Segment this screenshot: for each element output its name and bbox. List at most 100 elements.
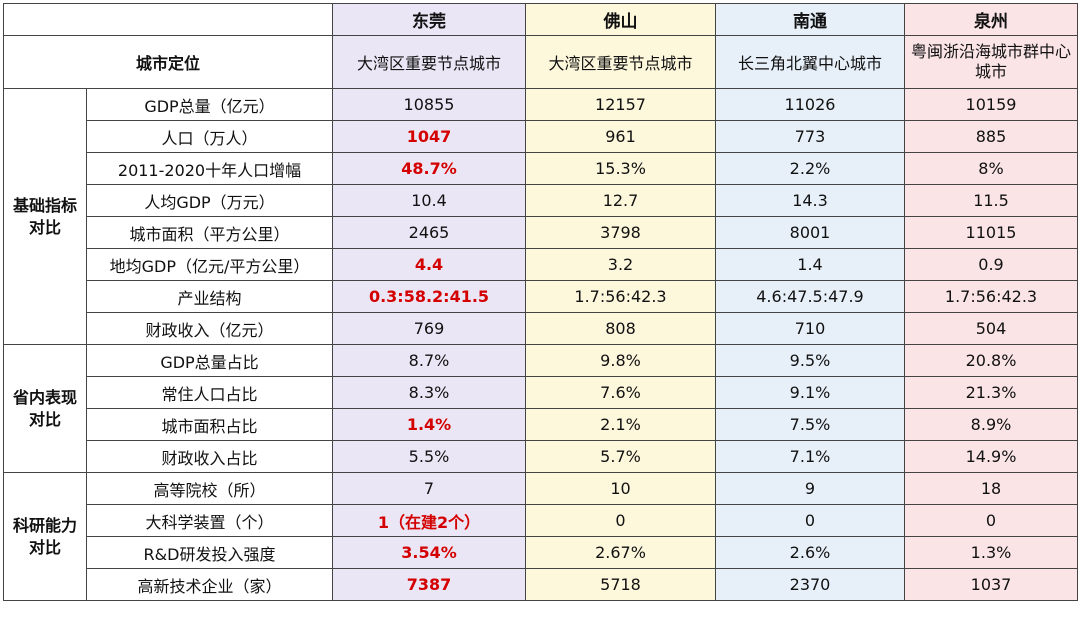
value-cell-dongguan: 0.3:58.2:41.5 (332, 280, 526, 313)
value-cell-foshan: 15.3% (525, 152, 716, 185)
value-cell-quanzhou: 20.8% (904, 344, 1078, 377)
value-cell-quanzhou: 14.9% (904, 440, 1078, 473)
value-cell-quanzhou: 11.5 (904, 184, 1078, 217)
header-blank-cell (3, 3, 333, 36)
value-cell-nantong: 14.3 (715, 184, 905, 217)
value-cell-dongguan: 2465 (332, 216, 526, 249)
city-header-foshan: 佛山 (525, 3, 716, 36)
positioning-row: 城市定位 大湾区重要节点城市 大湾区重要节点城市 长三角北翼中心城市 粤闽浙沿海… (3, 35, 1078, 89)
table-row: 大科学装置（个） 1（在建2个） 0 0 0 (4, 504, 1078, 537)
city-header-dongguan: 东莞 (332, 3, 526, 36)
metric-label: 城市面积占比 (86, 408, 333, 441)
value-cell-dongguan: 769 (332, 312, 526, 345)
value-cell-nantong: 8001 (715, 216, 905, 249)
city-header-quanzhou: 泉州 (904, 3, 1078, 36)
metric-label: 高等院校（所） (86, 472, 333, 505)
value-cell-foshan: 961 (525, 120, 716, 153)
group-research-capability: 科研能力对比 (3, 472, 87, 601)
value-cell-foshan: 10 (525, 472, 716, 505)
positioning-value-foshan: 大湾区重要节点城市 (525, 35, 716, 89)
table-row: 产业结构 0.3:58.2:41.5 1.7:56:42.3 4.6:47.5:47.… (4, 280, 1078, 313)
value-cell-dongguan: 7387 (332, 568, 526, 601)
table-row: 高新技术企业（家） 7387 5718 2370 1037 (4, 568, 1078, 601)
metric-label: 城市面积（平方公里） (86, 216, 333, 249)
table-row: 科研能力对比 高等院校（所） 7 10 9 18 (3, 472, 1078, 601)
metric-label: 大科学装置（个） (86, 504, 333, 537)
value-cell-nantong: 773 (715, 120, 905, 153)
value-cell-foshan: 7.6% (525, 376, 716, 409)
metric-label: 产业结构 (86, 280, 333, 313)
metric-label: GDP总量占比 (86, 344, 333, 377)
city-header-nantong: 南通 (715, 3, 905, 36)
value-cell-quanzhou: 11015 (904, 216, 1078, 249)
value-cell-nantong: 11026 (715, 88, 905, 121)
table-row: 财政收入占比 5.5% 5.7% 7.1% 14.9% (4, 440, 1078, 473)
value-cell-quanzhou: 0 (904, 504, 1078, 537)
value-cell-nantong: 7.5% (715, 408, 905, 441)
metric-label: 高新技术企业（家） (86, 568, 333, 601)
value-cell-nantong: 9 (715, 472, 905, 505)
value-cell-nantong: 9.5% (715, 344, 905, 377)
table-row: 地均GDP（亿元/平方公里） 4.4 3.2 1.4 0.9 (4, 248, 1078, 281)
metric-label: GDP总量（亿元） (86, 88, 333, 121)
table-row: 城市面积（平方公里） 2465 3798 8001 11015 (4, 216, 1078, 249)
value-cell-foshan: 12157 (525, 88, 716, 121)
value-cell-nantong: 710 (715, 312, 905, 345)
value-cell-dongguan: 48.7% (332, 152, 526, 185)
value-cell-dongguan: 7 (332, 472, 526, 505)
value-cell-foshan: 9.8% (525, 344, 716, 377)
positioning-value-nantong: 长三角北翼中心城市 (715, 35, 905, 89)
metric-label: 2011-2020十年人口增幅 (86, 152, 333, 185)
positioning-label: 城市定位 (3, 35, 333, 89)
value-cell-quanzhou: 504 (904, 312, 1078, 345)
value-cell-dongguan: 5.5% (332, 440, 526, 473)
positioning-value-quanzhou: 粤闽浙沿海城市群中心城市 (904, 35, 1078, 89)
metric-label: 常住人口占比 (86, 376, 333, 409)
value-cell-quanzhou: 1037 (904, 568, 1078, 601)
table-row: 人均GDP（万元） 10.4 12.7 14.3 11.5 (4, 184, 1078, 217)
table-row: 常住人口占比 8.3% 7.6% 9.1% 21.3% (4, 376, 1078, 409)
city-comparison-table: 东莞 佛山 南通 泉州 城市定位 大湾区重要节点城市 大湾区重要节点城市 长三角… (3, 3, 1078, 601)
value-cell-quanzhou: 1.3% (904, 536, 1078, 569)
value-cell-dongguan: 4.4 (332, 248, 526, 281)
table-row: 财政收入（亿元） 769 808 710 504 (4, 312, 1078, 345)
value-cell-foshan: 3.2 (525, 248, 716, 281)
value-cell-foshan: 0 (525, 504, 716, 537)
metric-label: 财政收入（亿元） (86, 312, 333, 345)
value-cell-quanzhou: 10159 (904, 88, 1078, 121)
value-cell-foshan: 5718 (525, 568, 716, 601)
metric-label: 地均GDP（亿元/平方公里） (86, 248, 333, 281)
value-cell-foshan: 808 (525, 312, 716, 345)
table-row: 城市面积占比 1.4% 2.1% 7.5% 8.9% (4, 408, 1078, 441)
table-row: R&D研发投入强度 3.54% 2.67% 2.6% 1.3% (4, 536, 1078, 569)
value-cell-foshan: 2.1% (525, 408, 716, 441)
value-cell-nantong: 2370 (715, 568, 905, 601)
value-cell-foshan: 2.67% (525, 536, 716, 569)
value-cell-foshan: 5.7% (525, 440, 716, 473)
metric-label: R&D研发投入强度 (86, 536, 333, 569)
metric-label: 人口（万人） (86, 120, 333, 153)
value-cell-nantong: 1.4 (715, 248, 905, 281)
value-cell-nantong: 4.6:47.5:47.9 (715, 280, 905, 313)
table-row: 基础指标对比 GDP总量（亿元） 10855 12157 11026 10159 (3, 88, 1078, 345)
table-row: 省内表现对比 GDP总量占比 8.7% 9.8% 9.5% 20.8% (3, 344, 1078, 473)
value-cell-quanzhou: 18 (904, 472, 1078, 505)
group-provincial-performance: 省内表现对比 (3, 344, 87, 473)
group-basic-indicators: 基础指标对比 (3, 88, 87, 345)
value-cell-quanzhou: 21.3% (904, 376, 1078, 409)
value-cell-nantong: 9.1% (715, 376, 905, 409)
value-cell-nantong: 0 (715, 504, 905, 537)
value-cell-foshan: 3798 (525, 216, 716, 249)
table-row: 2011-2020十年人口增幅 48.7% 15.3% 2.2% 8% (4, 152, 1078, 185)
value-cell-quanzhou: 1.7:56:42.3 (904, 280, 1078, 313)
positioning-value-dongguan: 大湾区重要节点城市 (332, 35, 526, 89)
value-cell-dongguan: 1047 (332, 120, 526, 153)
value-cell-dongguan: 8.7% (332, 344, 526, 377)
value-cell-nantong: 2.2% (715, 152, 905, 185)
value-cell-dongguan: 10855 (332, 88, 526, 121)
metric-label: 人均GDP（万元） (86, 184, 333, 217)
table-row: 人口（万人） 1047 961 773 885 (4, 120, 1078, 153)
value-cell-nantong: 7.1% (715, 440, 905, 473)
value-cell-foshan: 12.7 (525, 184, 716, 217)
value-cell-quanzhou: 885 (904, 120, 1078, 153)
